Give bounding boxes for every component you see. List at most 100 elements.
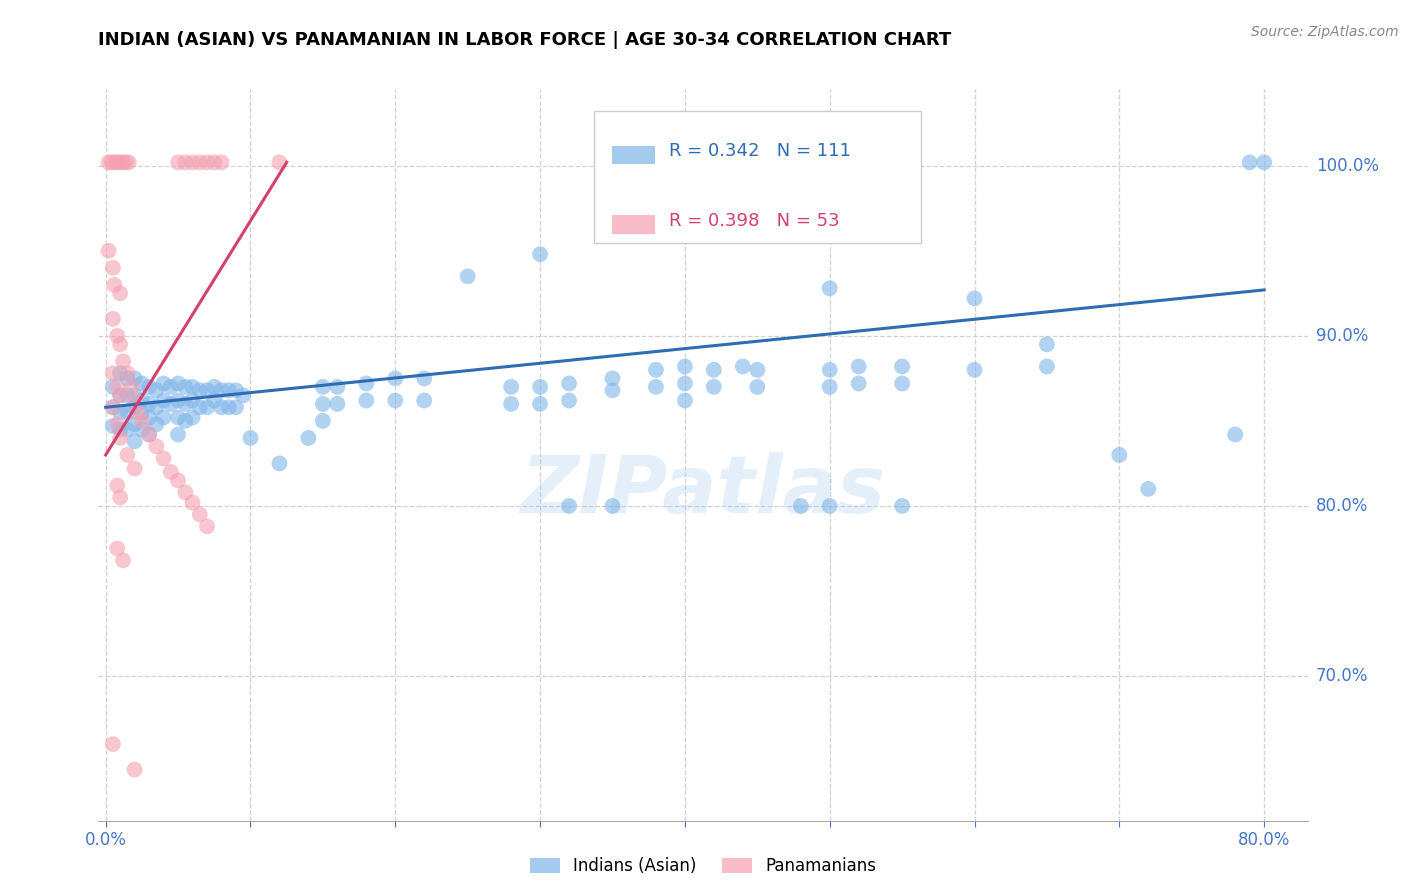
- Point: [131, 414, 153, 428]
- Point: [195, 155, 218, 169]
- Point: [673, 359, 696, 374]
- Point: [117, 422, 139, 436]
- Point: [747, 363, 769, 377]
- Point: [174, 485, 197, 500]
- Point: [105, 329, 128, 343]
- Point: [152, 376, 174, 391]
- Text: 90.0%: 90.0%: [1316, 326, 1368, 345]
- Point: [218, 384, 240, 398]
- Point: [211, 401, 233, 415]
- Point: [602, 371, 624, 385]
- Point: [529, 247, 551, 261]
- Point: [105, 380, 128, 394]
- Point: [602, 384, 624, 398]
- Point: [167, 155, 190, 169]
- Point: [108, 431, 131, 445]
- Point: [145, 439, 167, 453]
- Point: [747, 380, 769, 394]
- Point: [108, 366, 131, 380]
- Point: [326, 397, 349, 411]
- Point: [174, 397, 197, 411]
- Point: [103, 155, 125, 169]
- Point: [112, 155, 135, 169]
- Point: [167, 427, 190, 442]
- Text: ZIPatlas: ZIPatlas: [520, 452, 886, 531]
- Point: [131, 422, 153, 436]
- Point: [1108, 448, 1130, 462]
- Point: [269, 457, 291, 471]
- Text: R = 0.398   N = 53: R = 0.398 N = 53: [669, 212, 839, 230]
- Point: [101, 401, 124, 415]
- Point: [138, 427, 160, 442]
- Point: [195, 384, 218, 398]
- Point: [131, 405, 153, 419]
- Point: [103, 277, 125, 292]
- Point: [105, 478, 128, 492]
- Point: [159, 465, 181, 479]
- Point: [152, 451, 174, 466]
- Point: [167, 376, 190, 391]
- Point: [138, 427, 160, 442]
- Point: [145, 384, 167, 398]
- Point: [312, 380, 335, 394]
- Point: [731, 359, 754, 374]
- Point: [326, 380, 349, 394]
- Point: [145, 401, 167, 415]
- Point: [188, 401, 211, 415]
- Point: [848, 376, 870, 391]
- Point: [117, 366, 139, 380]
- Point: [138, 380, 160, 394]
- Text: 70.0%: 70.0%: [1316, 667, 1368, 685]
- Point: [124, 434, 146, 449]
- Point: [269, 155, 291, 169]
- Point: [108, 422, 131, 436]
- Point: [108, 388, 131, 402]
- Point: [848, 359, 870, 374]
- Point: [312, 397, 335, 411]
- Point: [97, 244, 120, 258]
- Text: 80.0%: 80.0%: [1316, 497, 1368, 515]
- Point: [384, 371, 406, 385]
- Point: [818, 281, 841, 295]
- Point: [1036, 337, 1059, 351]
- Point: [181, 380, 204, 394]
- Text: INDIAN (ASIAN) VS PANAMANIAN IN LABOR FORCE | AGE 30-34 CORRELATION CHART: INDIAN (ASIAN) VS PANAMANIAN IN LABOR FO…: [98, 31, 952, 49]
- Point: [202, 380, 225, 394]
- Point: [790, 499, 813, 513]
- Point: [818, 380, 841, 394]
- Point: [891, 359, 914, 374]
- Point: [159, 380, 181, 394]
- Point: [501, 397, 523, 411]
- Point: [891, 376, 914, 391]
- Point: [117, 405, 139, 419]
- Point: [602, 499, 624, 513]
- Point: [384, 393, 406, 408]
- Point: [101, 737, 124, 751]
- Point: [127, 405, 149, 419]
- Point: [174, 414, 197, 428]
- Point: [558, 393, 581, 408]
- Point: [108, 405, 131, 419]
- Point: [138, 397, 160, 411]
- FancyBboxPatch shape: [612, 215, 655, 234]
- Point: [818, 363, 841, 377]
- Point: [1036, 359, 1059, 374]
- Point: [167, 474, 190, 488]
- Point: [159, 397, 181, 411]
- Point: [356, 393, 378, 408]
- Point: [181, 155, 204, 169]
- Point: [152, 393, 174, 408]
- Legend: Indians (Asian), Panamanians: Indians (Asian), Panamanians: [522, 849, 884, 884]
- Point: [297, 431, 319, 445]
- Point: [1239, 155, 1261, 169]
- Point: [1137, 482, 1160, 496]
- Point: [211, 155, 233, 169]
- Point: [115, 155, 138, 169]
- Point: [225, 384, 247, 398]
- Point: [174, 380, 197, 394]
- Point: [101, 311, 124, 326]
- Point: [891, 499, 914, 513]
- Point: [529, 380, 551, 394]
- FancyBboxPatch shape: [612, 146, 655, 164]
- Point: [145, 417, 167, 432]
